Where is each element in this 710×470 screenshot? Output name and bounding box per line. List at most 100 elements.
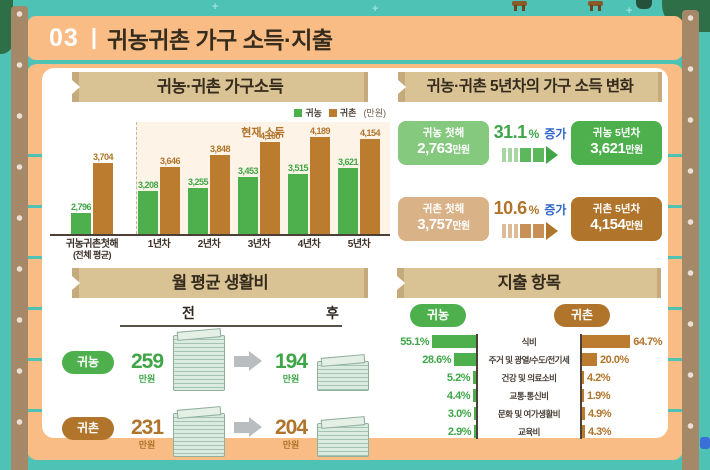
- expense-row: 3.0% 문화 및 여가생활비 4.9%: [396, 406, 662, 421]
- expense-right: 1.9%: [581, 389, 662, 402]
- bar-column: 4,189: [310, 126, 331, 234]
- income-bar-chart: 현재 소득 2,796 3,704 귀농귀촌첫해 (전체 평균) 3,208 3,646 1…: [50, 122, 390, 262]
- to-box: 귀촌 5년차 4,154만원: [571, 197, 662, 241]
- expense-left: 2.9%: [396, 425, 477, 438]
- to-unit: 만원: [625, 145, 643, 156]
- bar-value-label: 3,848: [210, 144, 231, 154]
- bar-귀농: [337, 168, 358, 234]
- to-value: 3,621만원: [590, 140, 643, 157]
- expense-category: 교육비: [518, 426, 540, 437]
- bar-귀촌: [260, 142, 281, 234]
- legend-item-guinong: 귀농: [294, 106, 322, 119]
- legend-swatch-green-icon: [294, 108, 303, 117]
- page-title: 귀농귀촌 가구 소득·지출: [106, 27, 333, 53]
- money-stack-icon: [317, 361, 369, 391]
- animal-icon: [512, 1, 527, 11]
- category-line: 5년차: [347, 239, 371, 250]
- bar-group: 3,453 4,100 3년차: [234, 122, 284, 262]
- bar-귀농: [70, 213, 91, 234]
- category-label: 4년차: [284, 234, 334, 262]
- from-unit: 만원: [452, 221, 470, 232]
- money-stack-icon: [173, 413, 225, 457]
- expense-row: 5.2% 건강 및 의료소비 4.2%: [396, 370, 662, 385]
- bar-pair: 3,515 4,189: [284, 122, 334, 234]
- expense-bar-left: [473, 389, 477, 402]
- category-label: 귀농귀촌첫해 (전체 평균): [50, 234, 134, 262]
- bar-value-label: 3,453: [237, 166, 259, 176]
- expense-category: 문화 및 여가생활비: [497, 408, 561, 419]
- cost-number: 259: [130, 350, 164, 373]
- expense-pct-left: 4.4%: [446, 389, 471, 402]
- to-label: 귀촌 5년차: [592, 203, 641, 215]
- expense-pct-right: 1.9%: [587, 389, 611, 402]
- header-banner: 03 | 귀농귀촌 가구 소득·지출: [27, 16, 683, 60]
- bar-value-label: 4,154: [360, 128, 381, 138]
- expense-pct-left: 2.9%: [447, 425, 472, 438]
- before-after-header: 전 후: [50, 303, 390, 327]
- bar-귀촌: [160, 167, 181, 234]
- expense-bar-left: [454, 353, 477, 366]
- expense-pct-right: 64.7%: [633, 335, 662, 348]
- expense-bar-right: [581, 353, 597, 366]
- category-line: 1년차: [147, 239, 171, 250]
- expense-row: 28.6% 주거 및 광열/수도/전기세 20.0%: [396, 352, 662, 367]
- bar-귀농: [237, 177, 258, 234]
- expense-pct-left: 3.0%: [447, 407, 472, 420]
- bar-column: 2,796: [70, 202, 92, 234]
- money-stack-box: [170, 335, 228, 391]
- arrow-right-icon: [234, 417, 262, 437]
- category-label: 5년차: [334, 234, 384, 262]
- bar-group: 3,208 3,646 1년차: [134, 122, 184, 262]
- expense-right: 4.3%: [581, 425, 662, 438]
- pill-gwichon: 귀촌: [554, 304, 610, 327]
- from-box: 귀촌 첫해 3,757만원: [398, 197, 489, 241]
- bar-value-label: 2,796: [70, 202, 92, 212]
- expense-category: 식비: [521, 336, 537, 347]
- expense-left: 28.6%: [396, 353, 477, 366]
- bar-value-label: 3,515: [287, 163, 309, 173]
- decoration-blue: [700, 437, 710, 449]
- ladder-rungs-right: [668, 106, 683, 436]
- header-divider: |: [90, 24, 97, 49]
- bar-column: 3,208: [137, 180, 159, 234]
- expense-pct-right: 4.3%: [588, 425, 612, 438]
- change-rows: 귀농 첫해 2,763만원 31.1% 증가 귀농 5년차 3,621만원 귀촌 첫해 3,7…: [398, 117, 662, 245]
- chart-legend: 귀농 귀촌 (만원): [50, 105, 390, 119]
- group-pill: 귀농: [62, 350, 114, 374]
- bar-귀농: [137, 191, 158, 234]
- arrow-right-icon: [234, 351, 262, 371]
- percent-sign: %: [528, 203, 540, 217]
- animal-icon: [588, 1, 603, 11]
- ladder-rungs-left: [27, 106, 42, 436]
- money-stack-icon: [317, 423, 369, 457]
- pill-guinong: 귀농: [410, 304, 466, 327]
- living-rows: 귀농 259 만원 194 만원 귀촌 231 만원 204 만원: [50, 331, 390, 459]
- increase-label: 증가: [544, 127, 567, 141]
- bar-value-label: 3,208: [137, 180, 159, 190]
- fence-post-right-icon: [682, 10, 699, 470]
- to-label: 귀농 5년차: [592, 127, 641, 139]
- legend-unit: (만원): [363, 107, 386, 118]
- expense-bar-right: [581, 389, 584, 402]
- percent-line: 10.6% 증가: [494, 198, 567, 219]
- header-underline: [120, 325, 342, 327]
- bar-귀촌: [310, 137, 331, 234]
- bar-value-label: 3,255: [187, 177, 209, 187]
- living-row: 귀촌 231 만원 204 만원: [50, 397, 390, 459]
- category-line: 3년차: [247, 239, 271, 250]
- group-pill: 귀촌: [62, 416, 114, 440]
- expense-bar-left: [474, 407, 477, 420]
- section-title-ribbon: 월 평균 생활비: [72, 268, 368, 298]
- bar-column: 3,848: [210, 144, 231, 234]
- tree-foliage-left: [0, 0, 13, 54]
- category-line: 2년차: [197, 239, 221, 250]
- expense-bar-left: [474, 425, 477, 438]
- to-unit: 만원: [625, 221, 643, 232]
- bar-pair: 3,621 4,154: [334, 122, 384, 234]
- expense-pct-left: 5.2%: [446, 371, 471, 384]
- increase-label: 증가: [544, 203, 567, 217]
- cost-number: 231: [130, 416, 164, 439]
- bar-groups: 2,796 3,704 귀농귀촌첫해 (전체 평균) 3,208 3,646 1년차 3,25…: [50, 122, 390, 262]
- bar-column: 3,621: [337, 157, 359, 234]
- category-line: (전체 평균): [72, 250, 112, 260]
